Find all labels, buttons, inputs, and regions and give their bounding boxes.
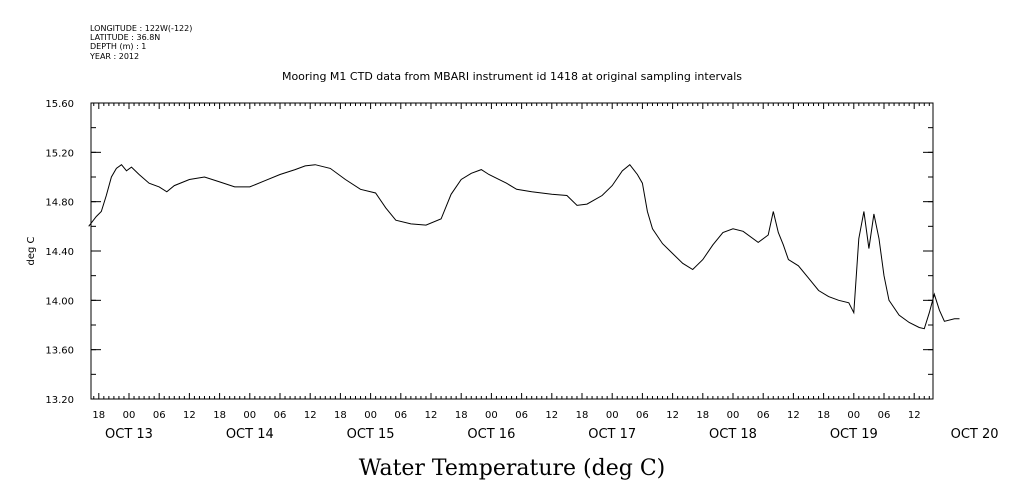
series-line-0 [88, 163, 960, 330]
x-hour-tick-label: 00 [364, 410, 377, 421]
x-day-tick-label: OCT 18 [709, 427, 757, 442]
x-axis-label: Water Temperature (deg C) [359, 456, 666, 481]
y-axis-label: deg C [26, 236, 37, 265]
x-hour-tick-label: 18 [213, 410, 226, 421]
y-tick-label: 15.60 [45, 99, 74, 110]
x-hour-tick-label: 12 [183, 410, 196, 421]
x-hour-tick-label: 06 [878, 410, 891, 421]
metadata-longitude: LONGITUDE : 122W(-122) [90, 24, 192, 33]
x-hour-tick-label: 00 [847, 410, 860, 421]
x-hour-tick-label: 18 [576, 410, 589, 421]
chart-title: Mooring M1 CTD data from MBARI instrumen… [282, 70, 742, 83]
metadata-latitude: LATITUDE : 36.8N [90, 33, 160, 42]
series-layer [88, 163, 960, 330]
x-day-tick-label: OCT 15 [347, 427, 395, 442]
x-day-tick-label: OCT 19 [830, 427, 878, 442]
y-tick-label: 14.00 [45, 296, 74, 307]
x-day-tick-label: OCT 14 [226, 427, 274, 442]
y-axis: 13.20 13.60 14.00 14.40 14.80 15.20 15.60 [45, 99, 933, 406]
y-tick-label: 13.20 [45, 395, 74, 406]
x-hour-tick-label: 06 [274, 410, 287, 421]
x-hour-tick-label: 06 [636, 410, 649, 421]
x-hour-tick-label: 06 [757, 410, 770, 421]
x-hour-tick-label: 18 [334, 410, 347, 421]
x-hour-tick-label: 12 [304, 410, 317, 421]
y-tick-label: 13.60 [45, 346, 74, 357]
y-tick-label: 14.80 [45, 198, 74, 209]
x-axis: 18 00 06 12 18 00 06 12 18 00 06 12 18 00 06 12 18 00 06 12… [92, 103, 999, 442]
x-hour-tick-label: 18 [696, 410, 709, 421]
x-hour-tick-label: 06 [515, 410, 528, 421]
x-hour-tick-label: 18 [455, 410, 468, 421]
x-hour-tick-label: 12 [545, 410, 558, 421]
y-tick-label: 14.40 [45, 247, 74, 258]
metadata-block: LONGITUDE : 122W(-122) LATITUDE : 36.8N … [89, 24, 192, 61]
x-hour-tick-label: 12 [787, 410, 800, 421]
plot-frame [90, 102, 934, 400]
x-day-tick-label: OCT 16 [467, 427, 515, 442]
x-hour-tick-label: 12 [666, 410, 679, 421]
x-hour-tick-label: 18 [817, 410, 830, 421]
x-day-tick-label: OCT 13 [105, 427, 153, 442]
x-hour-tick-label: 00 [727, 410, 740, 421]
x-hour-tick-label: 18 [92, 410, 105, 421]
metadata-year: YEAR : 2012 [89, 52, 139, 61]
metadata-depth: DEPTH (m) : 1 [90, 42, 146, 51]
x-hour-tick-label: 12 [425, 410, 438, 421]
x-day-tick-label: OCT 20 [951, 427, 999, 442]
x-day-tick-label: OCT 17 [588, 427, 636, 442]
x-hour-tick-label: 00 [123, 410, 136, 421]
x-hour-tick-label: 06 [153, 410, 166, 421]
x-hour-tick-label: 12 [908, 410, 921, 421]
x-hour-tick-label: 00 [606, 410, 619, 421]
x-hour-tick-label: 00 [243, 410, 256, 421]
x-hour-tick-label: 00 [485, 410, 498, 421]
x-hour-tick-label: 06 [394, 410, 407, 421]
y-tick-label: 15.20 [45, 148, 74, 159]
